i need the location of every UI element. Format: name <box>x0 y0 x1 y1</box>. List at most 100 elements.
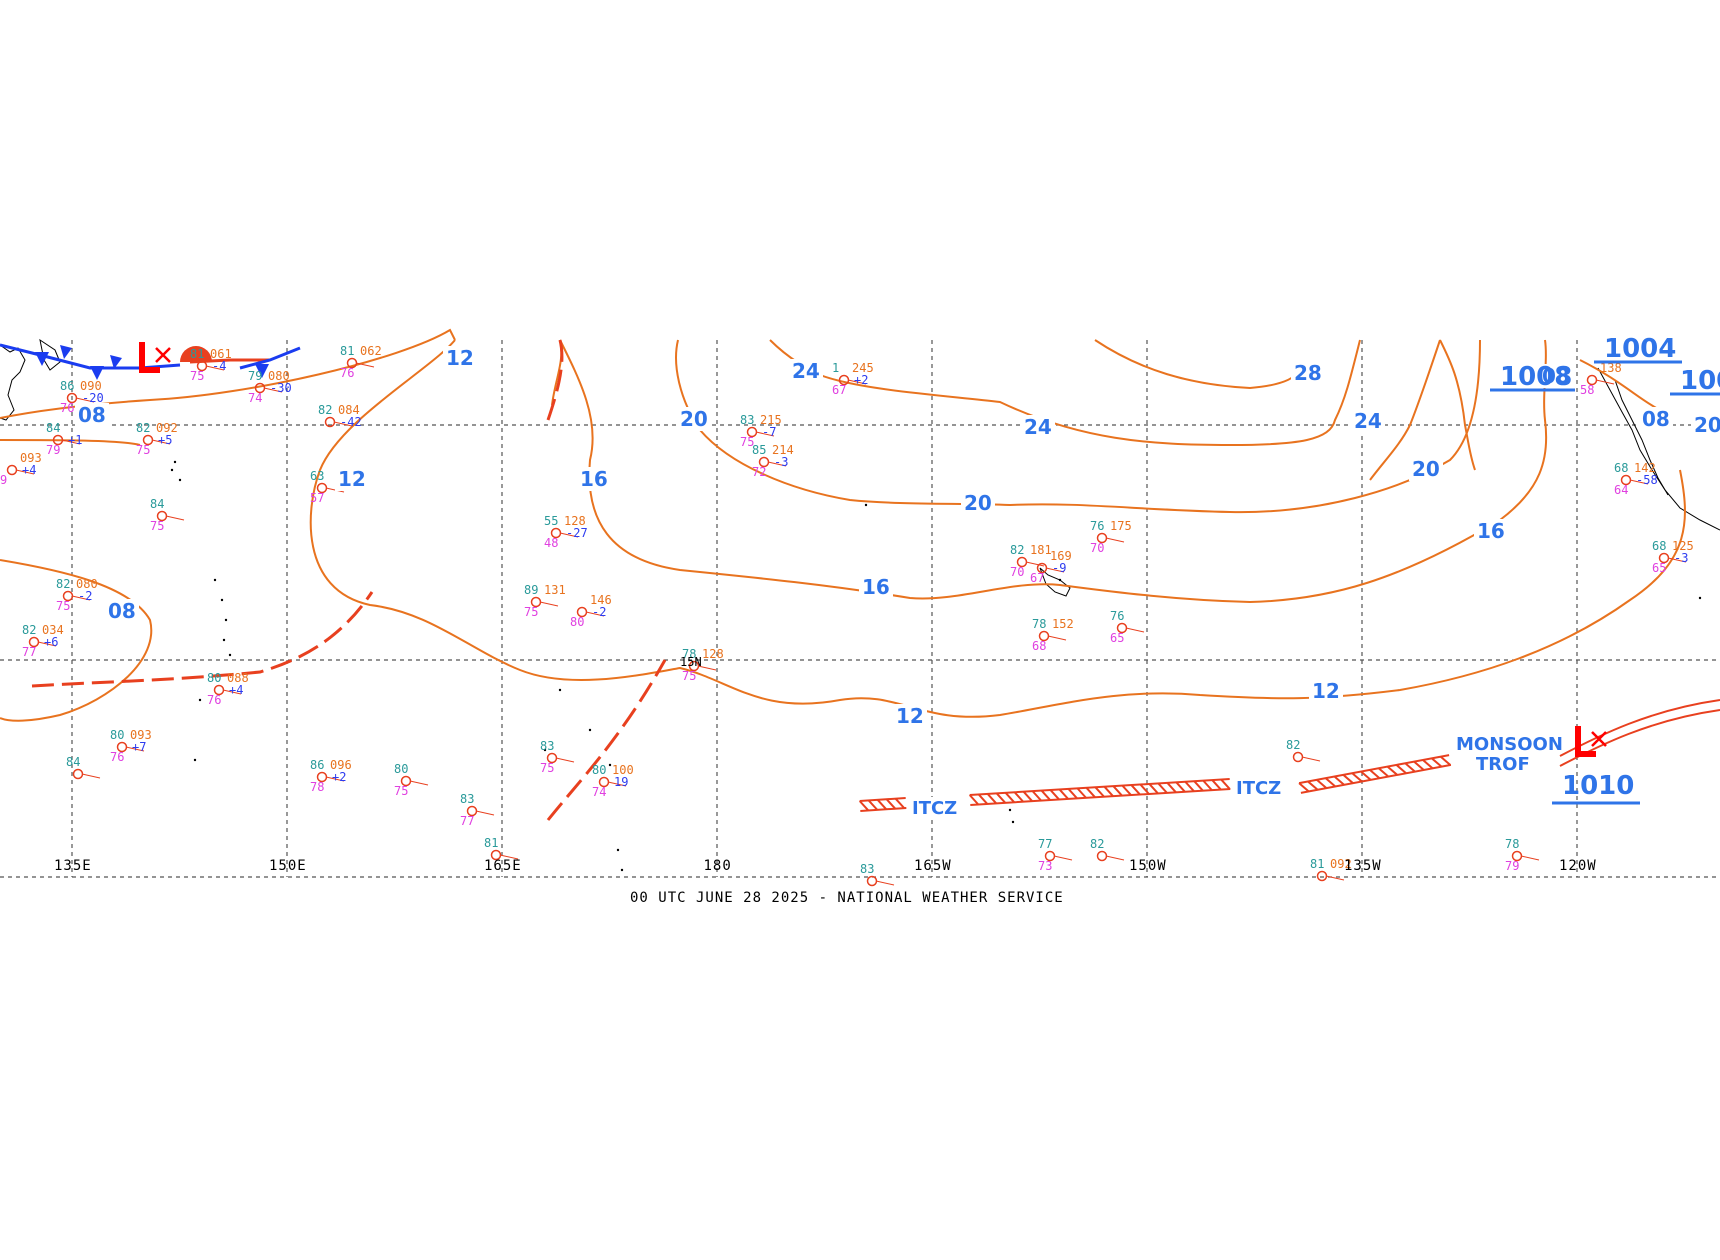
station-temperature: 63 <box>310 469 324 483</box>
station-plot: 84 <box>66 755 101 780</box>
itcz-hatch <box>1103 786 1114 797</box>
isobar-value-label: 16 <box>1477 519 1505 543</box>
station-plot: 55 128 48 -27 <box>544 514 588 550</box>
station-plot: 82 084-42 <box>318 403 362 429</box>
itcz-hatch <box>858 800 870 812</box>
isobar-line <box>1094 339 1301 390</box>
isobar-value-label: 24 <box>792 359 820 383</box>
station-tendency: -2 <box>592 605 606 619</box>
pressure-center-value: 1004 <box>1604 334 1676 364</box>
latitude-marker: 15N <box>680 655 702 669</box>
station-plot: 82 092 75 +5 <box>136 421 178 457</box>
station-dewpoint: 75 <box>524 605 538 619</box>
itcz-hatch <box>1324 777 1336 788</box>
island <box>170 468 174 472</box>
station-plot: 80 088 76 +4 <box>207 671 249 707</box>
station-plot: 84 75 <box>150 497 185 533</box>
station-dewpoint: 70 <box>1010 565 1024 579</box>
isobar-label-bg <box>443 346 477 370</box>
itcz-hatch <box>1004 792 1015 803</box>
station-plot: 86 090 76 -20 <box>60 379 104 415</box>
wind-barb-icon <box>1105 537 1125 543</box>
wind-barb-icon <box>1025 561 1045 567</box>
station-temperature: 78 <box>1032 617 1046 631</box>
station-temperature: 76 <box>1090 519 1104 533</box>
station-tendency: -9 <box>1052 561 1066 575</box>
island <box>173 460 177 464</box>
itcz-hatch <box>1378 767 1390 778</box>
longitude-label: 165E <box>484 858 522 874</box>
itcz-hatch <box>1202 779 1213 791</box>
station-circle-icon <box>866 875 878 887</box>
feature-label-bg <box>1472 753 1532 775</box>
itcz-hatch <box>1013 791 1024 803</box>
isobar-line <box>1439 339 1476 471</box>
station-dewpoint: 57 <box>310 491 324 505</box>
station-dewpoint: 76 <box>340 366 354 380</box>
wind-barb-icon <box>325 776 345 782</box>
station-dewpoint: 79 <box>1505 859 1519 873</box>
station-temperature: 82 <box>1010 543 1024 557</box>
wind-barb-icon <box>165 515 185 521</box>
station-dewpoint: 58 <box>1580 383 1594 397</box>
station-plot: 81 <box>484 836 519 861</box>
isobar-label-bg <box>335 467 369 491</box>
station-pressure: 084 <box>338 403 360 417</box>
station-plot: 83 77 <box>460 792 495 828</box>
station-dewpoint: 75 <box>150 519 164 533</box>
low-l-glyph <box>139 342 160 373</box>
cold-front-barb <box>60 345 72 359</box>
isobar-label-bg <box>1539 364 1573 388</box>
wind-barb-icon <box>205 365 225 371</box>
island <box>198 698 202 702</box>
wind-barb-icon <box>81 773 101 779</box>
station-plot: 80 093 76 +7 <box>110 728 152 764</box>
island <box>864 503 868 507</box>
station-pressure: 142 <box>1634 461 1656 475</box>
station-plot: 82 <box>1090 837 1125 862</box>
station-temperature: 80 <box>394 762 408 776</box>
station-plot: 83 75 <box>540 739 575 775</box>
station-temperature: 86 <box>60 379 74 393</box>
wind-barb-icon <box>333 421 353 427</box>
station-temperature: 79 <box>248 369 262 383</box>
itcz-hatch <box>1360 770 1372 781</box>
station-dewpoint: 76 <box>207 693 221 707</box>
station-dewpoint: 77 <box>22 645 36 659</box>
itcz-hatch <box>1211 779 1222 791</box>
itcz-hatch <box>1175 781 1186 793</box>
station-temperature: 82 <box>22 623 36 637</box>
feature-label-text: ITCZ <box>912 798 957 819</box>
isobar-label-bg <box>1474 519 1508 543</box>
station-plot: 169 67 -9 <box>1030 549 1072 585</box>
isobar-label-bg <box>75 403 109 427</box>
station-temperature: 84 <box>66 755 80 769</box>
wind-barb-icon <box>61 439 81 445</box>
station-dewpoint: 75 <box>56 599 70 613</box>
isobar-value-label: 12 <box>446 346 474 370</box>
station-pressure: 080 <box>268 369 290 383</box>
itcz-hatch <box>1130 784 1141 796</box>
itcz-hatch <box>1369 769 1381 779</box>
station-tendency: +5 <box>158 433 172 447</box>
station-dewpoint: 65 <box>1110 631 1124 645</box>
itcz-hatch <box>885 798 896 810</box>
itcz-hatch <box>1386 765 1398 776</box>
cold-front-barb <box>255 364 269 378</box>
isobar-value-label: 12 <box>1312 679 1340 703</box>
station-temperature: 76 <box>1110 609 1124 623</box>
itcz-hatch <box>1404 762 1416 773</box>
isobar-label-bg <box>961 491 995 515</box>
station-pressure: 093 <box>20 451 42 465</box>
warm-front-bulb <box>180 346 212 362</box>
wind-barb-icon <box>125 746 145 752</box>
itcz-hatch <box>1316 779 1328 789</box>
station-tendency: +2 <box>854 373 868 387</box>
cold-front <box>239 346 301 370</box>
station-plot: 79 080 74 -30 <box>248 369 292 405</box>
low-x-glyph <box>1591 731 1607 747</box>
itcz-hatch <box>1220 778 1231 790</box>
station-temperature: 84 <box>150 497 164 511</box>
station-plot: 77 73 <box>1038 837 1073 873</box>
